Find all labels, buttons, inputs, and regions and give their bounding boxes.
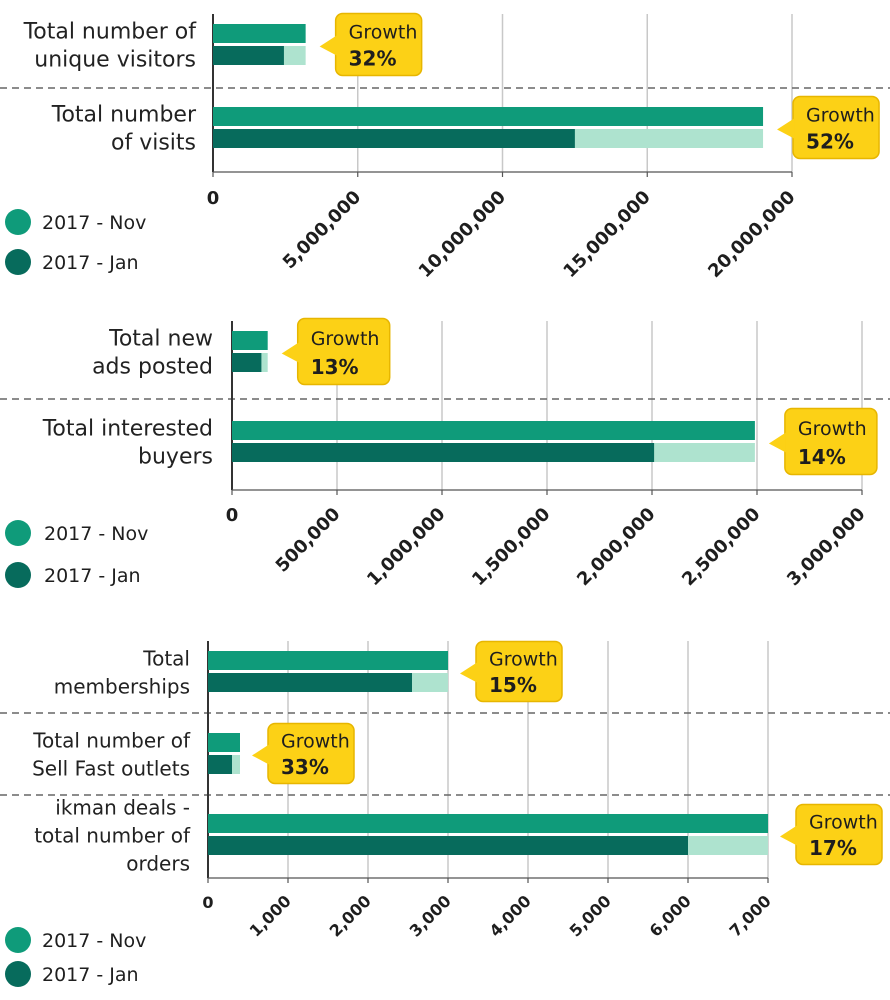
x-tick-label: 1,000 [246,891,295,940]
category-label: Total new [108,327,213,352]
category-label: Total number of [32,729,191,753]
x-tick-label: 6,000 [646,891,695,940]
category-label: Total [142,647,190,671]
growth-value: 15% [489,673,537,697]
growth-label: Growth [809,812,878,834]
bar-nov [208,814,768,833]
growth-value: 32% [349,47,397,71]
legend-swatch-jan [5,249,31,275]
growth-value: 52% [806,130,854,154]
category-label: ads posted [92,355,213,380]
callout-pointer [460,662,477,683]
category-label: orders [126,852,190,876]
bar-jan [208,673,412,692]
bar-nov [232,421,755,440]
x-tick-label: 7,000 [726,891,775,940]
growth-value: 17% [809,836,857,860]
growth-label: Growth [311,328,380,350]
bar-nov [213,107,764,126]
growth-label: Growth [281,731,350,753]
legend-label: 2017 - Nov [44,523,148,545]
x-tick-label: 15,000,000 [559,187,654,282]
category-label: Total number [51,103,197,128]
x-tick-label: 0 [226,505,239,526]
x-tick-label: 500,000 [272,504,345,577]
callout-pointer [252,744,269,765]
legend-label: 2017 - Nov [42,930,146,952]
category-label: memberships [54,675,190,699]
bar-jan [213,129,575,148]
bar-nov [213,24,306,43]
x-tick-label: 5,000,000 [279,187,366,274]
legend-swatch-jan [5,961,31,987]
x-tick-label: 20,000,000 [704,187,799,282]
legend-swatch-nov [5,927,31,953]
chart-panel-3: 0 1,000 2,000 3,000 4,000 5,000 6,000 7,000 Tota… [0,640,890,987]
bar-nov [232,331,268,350]
chart-panel-2: 0 500,000 1,000,000 1,500,000 2,000,000 2,500… [0,317,890,591]
growth-label: Growth [798,418,867,440]
growth-label: Growth [349,21,418,43]
x-tick-label: 3,000,000 [783,504,870,591]
bar-nov [208,733,240,752]
category-label: Total number of [23,20,198,45]
bar-jan [208,755,232,774]
callout-pointer [319,35,337,56]
x-tick-label: 3,000 [406,891,455,940]
x-tick-label: 10,000,000 [415,187,510,282]
bar-nov [208,651,448,670]
x-tick-label: 0 [207,188,220,209]
category-label: of visits [111,131,196,156]
category-label: Total interested [42,417,213,442]
bar-jan [213,46,284,65]
category-label: ikman deals - [55,796,190,820]
x-tick-label: 5,000 [566,891,615,940]
legend-label: 2017 - Jan [42,252,139,274]
growth-callout: Growth 14% [768,407,878,476]
growth-value: 33% [281,755,329,779]
callout-pointer [780,825,797,846]
bar-jan [208,836,688,855]
category-label: unique visitors [34,48,196,73]
category-label: buyers [138,445,213,470]
x-tick-label: 1,500,000 [468,504,555,591]
x-tick-label: 1,000,000 [363,504,450,591]
x-tick-label: 2,000,000 [573,504,660,591]
callout-pointer [281,342,299,363]
growth-callout: Growth 52% [777,95,880,160]
x-tick-label: 0 [202,893,213,912]
legend-swatch-jan [5,562,31,588]
growth-label: Growth [806,104,875,126]
x-tick-label: 2,000 [326,891,375,940]
category-label: Sell Fast outlets [32,757,190,781]
growth-value: 13% [311,355,359,379]
growth-callout: Growth 13% [281,317,391,386]
legend-swatch-nov [5,520,31,546]
growth-value: 14% [798,445,846,469]
legend-swatch-nov [5,209,31,235]
callout-pointer [768,432,786,453]
x-tick-label: 4,000 [486,891,535,940]
growth-callout: Growth 32% [319,12,423,77]
callout-pointer [777,118,795,139]
legend-label: 2017 - Jan [42,964,139,986]
x-tick-label: 2,500,000 [678,504,765,591]
category-label: total number of [34,824,191,848]
chart-panel-1: 0 5,000,000 10,000,000 15,000,000 20,000,000… [0,12,890,282]
bar-jan [232,353,262,372]
growth-label: Growth [489,649,558,671]
bar-jan [232,443,655,462]
legend-label: 2017 - Jan [44,565,141,587]
legend-label: 2017 - Nov [42,212,146,234]
